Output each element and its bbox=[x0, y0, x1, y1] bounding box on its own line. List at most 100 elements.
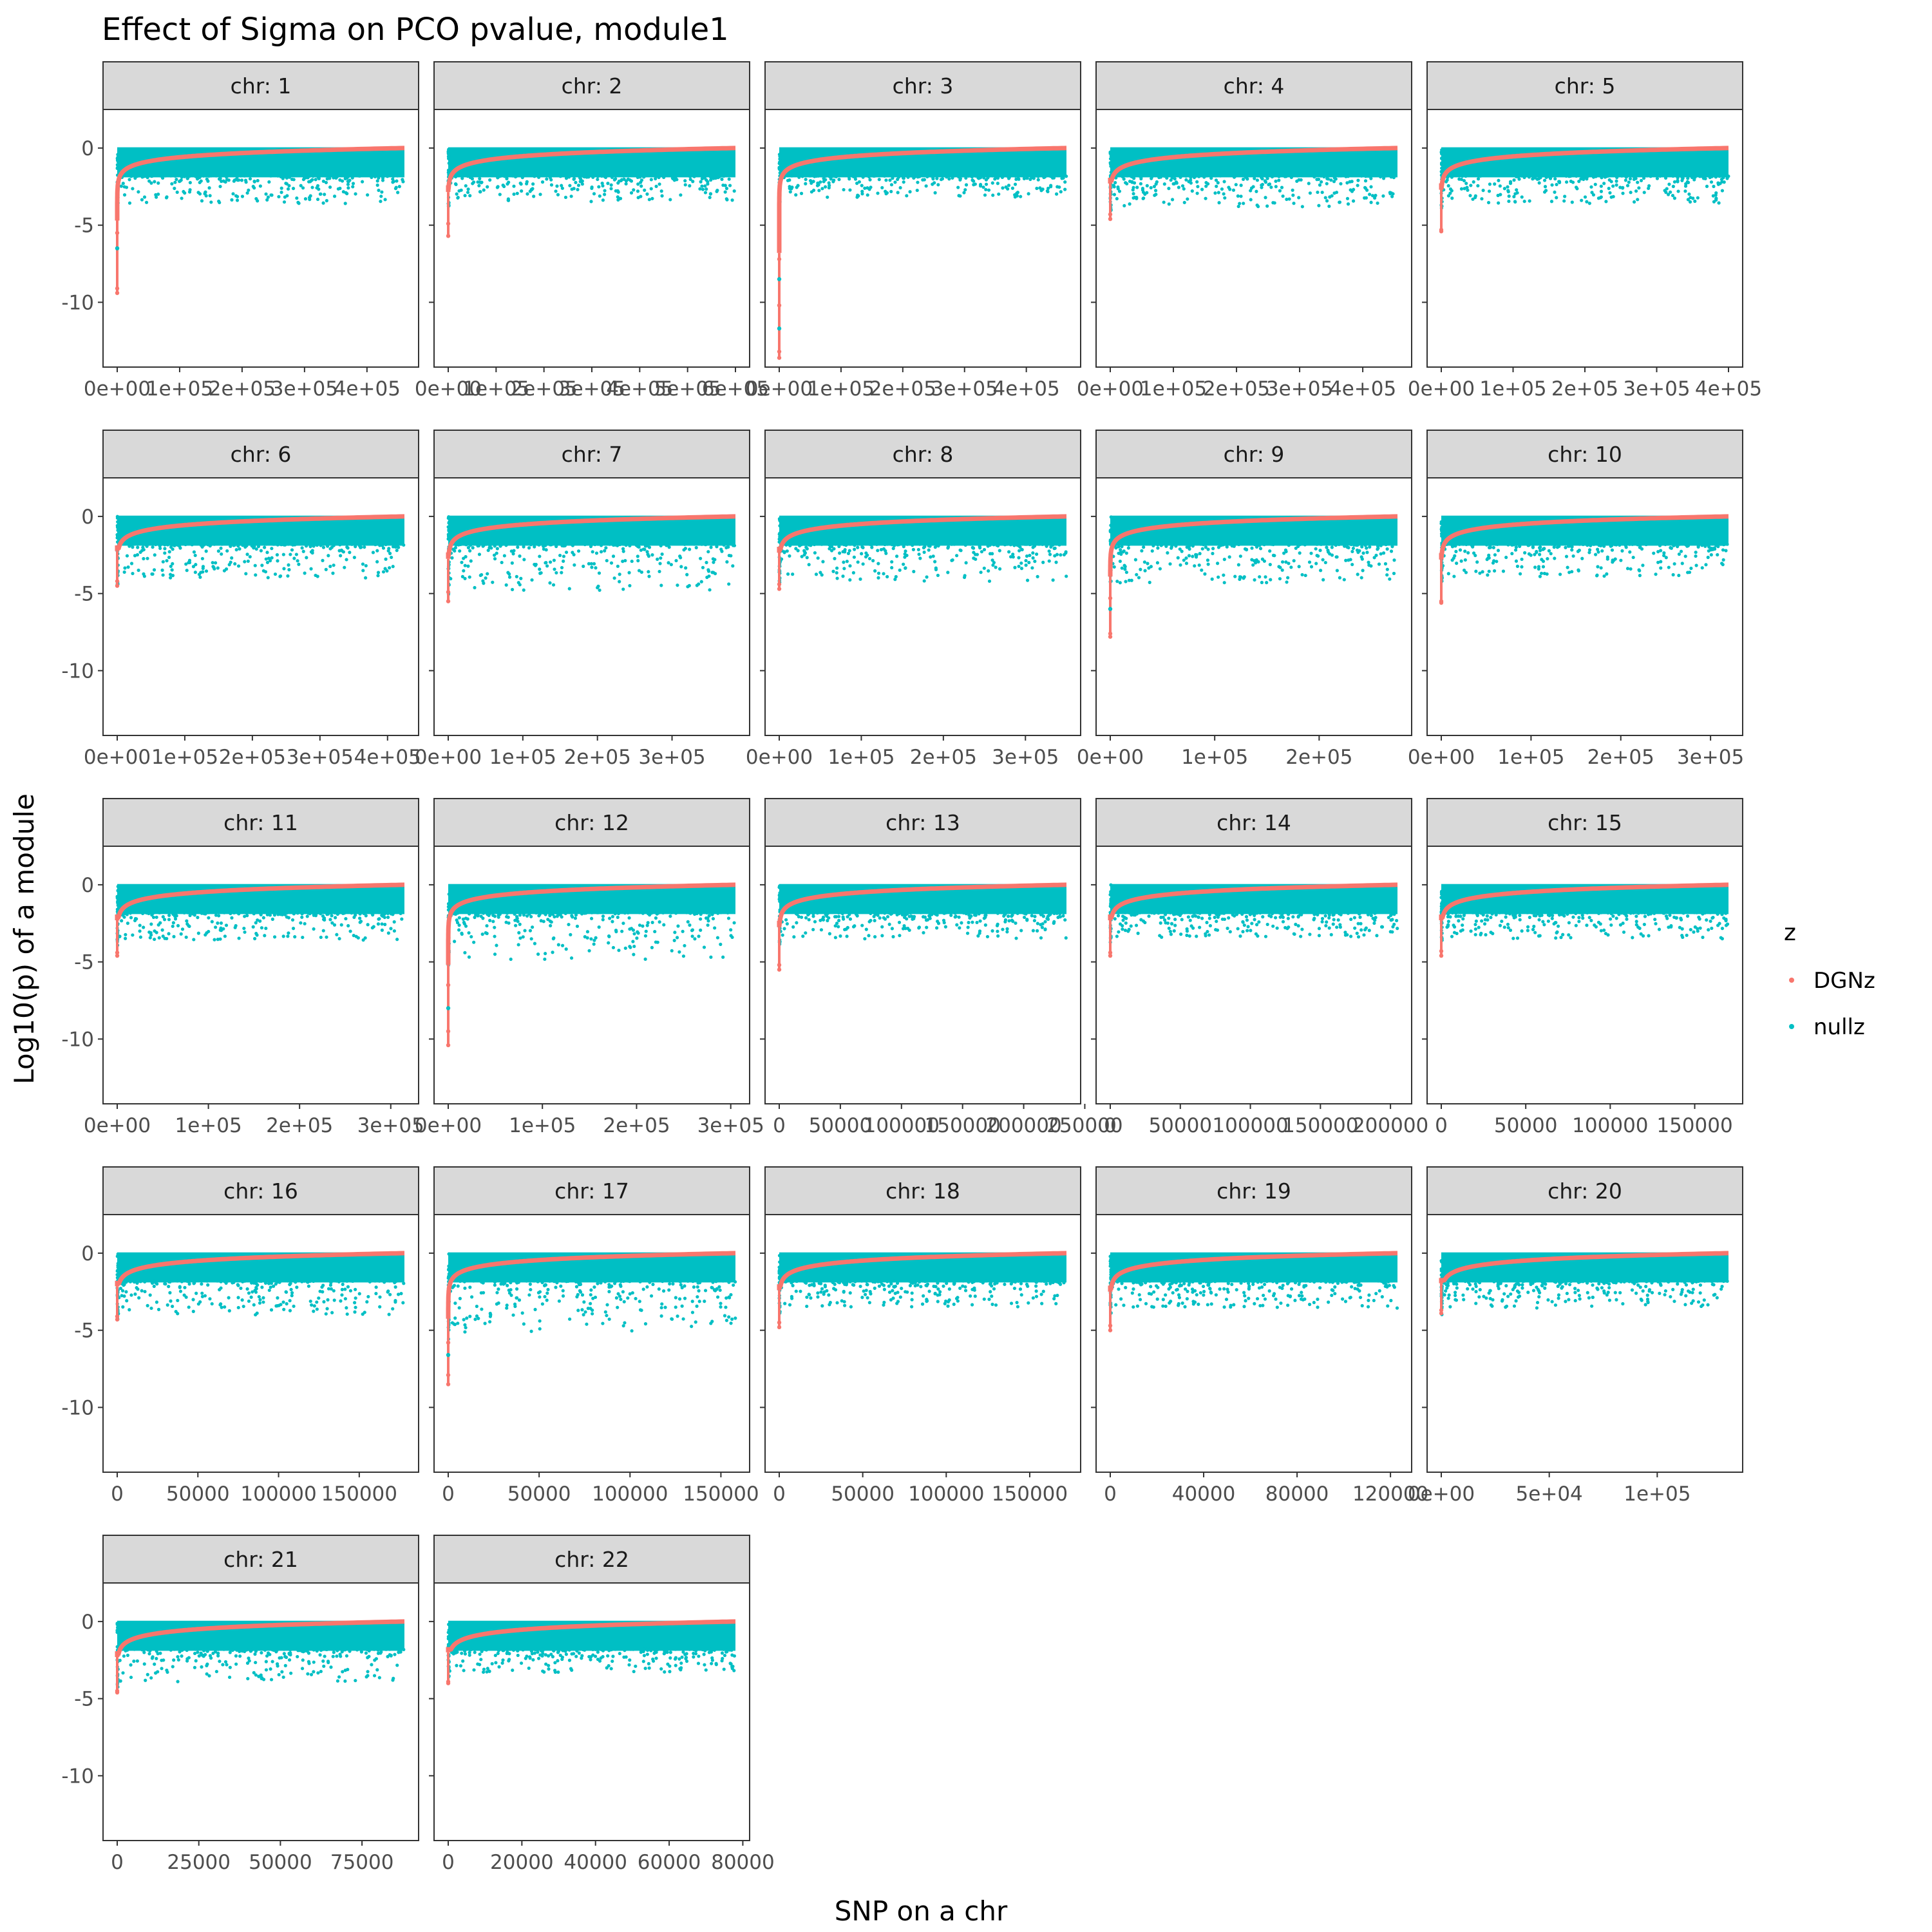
nullz-point bbox=[1615, 179, 1618, 183]
nullz-point bbox=[1680, 178, 1684, 182]
nullz-point bbox=[919, 911, 923, 914]
nullz-point bbox=[343, 1287, 347, 1291]
nullz-point bbox=[473, 915, 477, 920]
nullz-point bbox=[276, 1296, 279, 1300]
nullz-point bbox=[873, 569, 877, 573]
nullz-point bbox=[124, 911, 128, 915]
nullz-point bbox=[1204, 932, 1208, 936]
nullz-point bbox=[320, 1285, 324, 1289]
nullz-point bbox=[1139, 918, 1143, 922]
nullz-point bbox=[834, 175, 838, 179]
nullz-point bbox=[324, 180, 328, 185]
nullz-point bbox=[1173, 177, 1177, 181]
nullz-point bbox=[466, 187, 470, 191]
nullz-point bbox=[842, 567, 846, 571]
nullz-point bbox=[1331, 922, 1335, 926]
nullz-point bbox=[160, 568, 164, 572]
nullz-point bbox=[470, 177, 474, 181]
nullz-point bbox=[1253, 578, 1256, 582]
nullz-point bbox=[239, 174, 243, 178]
nullz-point bbox=[980, 550, 984, 554]
nullz-point bbox=[357, 174, 361, 178]
nullz-point bbox=[1060, 174, 1064, 178]
nullz-point bbox=[325, 544, 330, 548]
nullz-point bbox=[230, 556, 234, 560]
nullz-point bbox=[254, 573, 258, 577]
nullz-point bbox=[873, 174, 877, 178]
nullz-point bbox=[242, 926, 246, 931]
nullz-point bbox=[214, 174, 218, 178]
nullz-point bbox=[1520, 174, 1524, 178]
nullz-point bbox=[1577, 920, 1581, 923]
nullz-point bbox=[477, 174, 481, 178]
nullz-point bbox=[701, 187, 705, 191]
nullz-point bbox=[252, 912, 256, 916]
nullz-point bbox=[1308, 191, 1312, 195]
nullz-point bbox=[1141, 188, 1145, 192]
nullz-point bbox=[156, 192, 160, 196]
nullz-point bbox=[1009, 554, 1013, 559]
nullz-point bbox=[507, 575, 512, 579]
nullz-point bbox=[660, 552, 664, 556]
nullz-point bbox=[122, 1282, 126, 1287]
nullz-point bbox=[286, 542, 290, 546]
nullz-point bbox=[634, 544, 638, 547]
nullz-point bbox=[1039, 936, 1043, 940]
nullz-point bbox=[1217, 545, 1221, 549]
nullz-point bbox=[133, 1292, 137, 1296]
nullz-point bbox=[597, 185, 601, 189]
nullz-point bbox=[650, 553, 654, 557]
nullz-point bbox=[598, 194, 601, 198]
nullz-point bbox=[1566, 565, 1569, 569]
nullz-point bbox=[1109, 515, 1113, 519]
nullz-point bbox=[1440, 531, 1444, 535]
nullz-point bbox=[282, 1307, 286, 1311]
nullz-point bbox=[785, 542, 789, 546]
nullz-point bbox=[1570, 548, 1574, 552]
nullz-point bbox=[208, 1297, 212, 1301]
nullz-point bbox=[1222, 192, 1226, 196]
nullz-point bbox=[1112, 193, 1117, 196]
nullz-point bbox=[516, 943, 520, 947]
nullz-point bbox=[632, 952, 636, 956]
nullz-point bbox=[1264, 196, 1267, 200]
nullz-point bbox=[234, 548, 238, 552]
nullz-point bbox=[1585, 200, 1589, 204]
nullz-point bbox=[1035, 929, 1039, 933]
nullz-point bbox=[1138, 911, 1142, 914]
nullz-point bbox=[611, 554, 616, 558]
nullz-point bbox=[1206, 562, 1210, 566]
nullz-point bbox=[1532, 914, 1536, 918]
dgnz-min-point bbox=[115, 583, 120, 588]
nullz-point bbox=[1571, 554, 1575, 558]
nullz-point bbox=[1693, 199, 1697, 204]
nullz-point bbox=[1370, 194, 1375, 198]
nullz-point bbox=[1621, 185, 1625, 189]
nullz-point bbox=[1561, 933, 1565, 936]
nullz-point bbox=[1559, 912, 1564, 916]
nullz-point bbox=[688, 923, 692, 927]
nullz-point bbox=[1108, 156, 1113, 161]
nullz-point bbox=[346, 546, 350, 550]
nullz-point bbox=[1556, 924, 1560, 928]
nullz-point bbox=[1160, 935, 1164, 939]
x-tick-label: 150000 bbox=[1656, 1114, 1732, 1137]
nullz-point bbox=[276, 559, 279, 563]
nullz-point bbox=[339, 923, 343, 927]
nullz-point bbox=[1532, 924, 1536, 929]
nullz-point bbox=[683, 542, 687, 546]
nullz-point bbox=[264, 926, 268, 931]
nullz-point bbox=[1459, 187, 1464, 191]
nullz-point bbox=[695, 911, 699, 914]
nullz-point bbox=[485, 923, 489, 928]
nullz-point bbox=[1624, 174, 1628, 178]
nullz-point bbox=[155, 915, 158, 919]
nullz-point bbox=[308, 198, 312, 202]
nullz-point bbox=[1642, 176, 1646, 180]
nullz-point bbox=[1299, 178, 1303, 182]
nullz-point bbox=[354, 1296, 357, 1300]
nullz-point bbox=[869, 542, 873, 547]
nullz-point bbox=[654, 916, 658, 920]
nullz-point bbox=[1448, 191, 1452, 195]
nullz-point bbox=[705, 178, 708, 182]
